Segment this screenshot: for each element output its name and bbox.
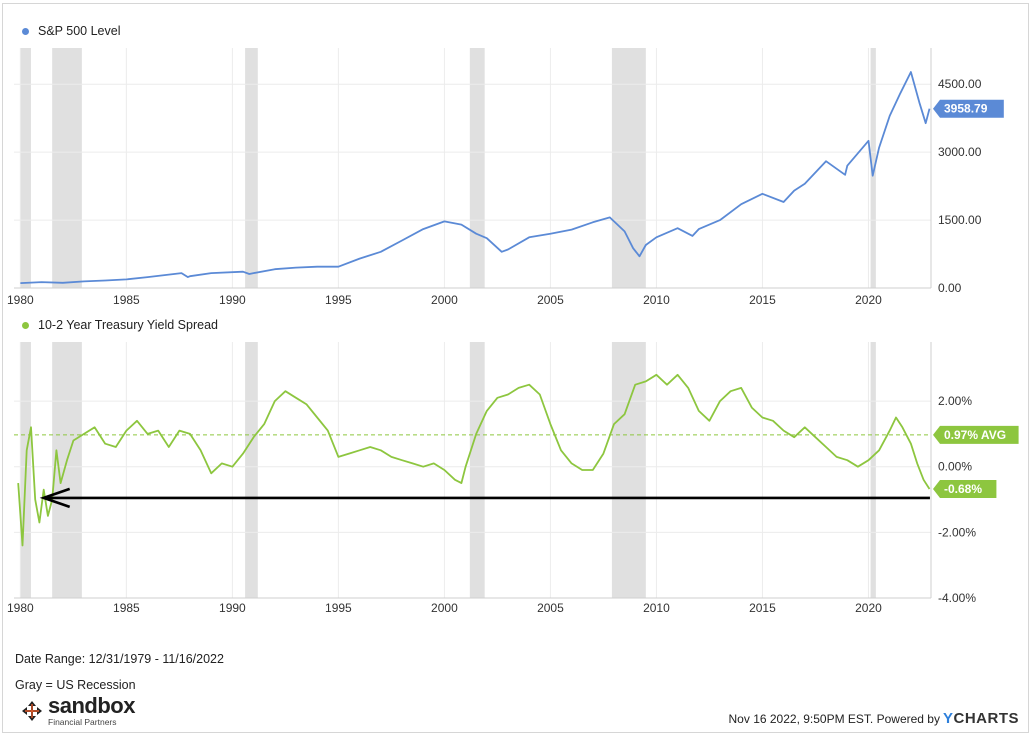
spread-x-tick-label: 2020: [855, 601, 882, 615]
spread-x-tick-label: 2005: [537, 601, 564, 615]
sp500-recession-band: [611, 48, 646, 288]
logo-name: sandbox: [48, 693, 135, 718]
sp500-y-tick-label: 4500.00: [938, 77, 982, 91]
logo-subtitle: Financial Partners: [48, 717, 117, 727]
legend-sp500-dot: [22, 27, 29, 35]
spread-x-tick-label: 1995: [325, 601, 352, 615]
sp500-x-tick-label: 2000: [431, 293, 458, 307]
annotation-arrow-head: [39, 487, 71, 509]
spread-x-tick-label: 1990: [219, 601, 246, 615]
spread-x-tick-label: 2000: [431, 601, 458, 615]
spread-recession-band: [870, 342, 876, 598]
sandbox-logo-icon: [22, 700, 42, 721]
recession-note: Gray = US Recession: [15, 678, 136, 692]
spread-recession-band: [245, 342, 258, 598]
spread-recession-band: [469, 342, 485, 598]
sp500-x-tick-label: 2010: [643, 293, 670, 307]
footer: Nov 16 2022, 9:50PM EST. Powered by YCHA…: [729, 710, 1019, 727]
spread-last-value-tag-label: -0.68%: [944, 482, 982, 496]
sp500-x-tick-label: 2015: [749, 293, 776, 307]
sp500-x-tick-label: 1995: [325, 293, 352, 307]
spread-last-value-tag-flag: [933, 480, 997, 499]
sp500-last-value-tag-flag: [933, 99, 1004, 118]
spread-x-tick-label: 2010: [643, 601, 670, 615]
sp500-recession-band: [870, 48, 876, 288]
spread-avg-tag-label: 0.97% AVG: [944, 428, 1006, 442]
date-range-note: Date Range: 12/31/1979 - 11/16/2022: [15, 652, 224, 666]
sandbox-logo: sandbox Financial Partners: [20, 695, 135, 727]
sp500-x-tick-label: 1990: [219, 293, 246, 307]
ycharts-logo[interactable]: YCHARTS: [943, 710, 1019, 727]
spread-y-tick-label: -4.00%: [938, 591, 976, 605]
spread-y-tick-label: -2.00%: [938, 525, 976, 539]
spread-x-tick-label: 2015: [749, 601, 776, 615]
spread-x-tick-label: 1985: [113, 601, 140, 615]
spread-recession-band: [611, 342, 646, 598]
sp500-recession-band: [245, 48, 258, 288]
spread-series-line: [17, 373, 931, 547]
sp500-x-tick-label: 1985: [113, 293, 140, 307]
sp500-recession-band: [20, 48, 31, 288]
sp500-y-tick-label: 3000.00: [938, 145, 982, 159]
spread-x-tick-label: 1980: [7, 601, 34, 615]
ycharts-logo-rest: CHARTS: [953, 710, 1019, 727]
footer-powered-by: Powered by: [876, 711, 940, 726]
sp500-last-value-tag-label: 3958.79: [944, 102, 988, 116]
legend-yield-spread-dot: [22, 321, 29, 329]
legend-yield-spread-label: 10-2 Year Treasury Yield Spread: [38, 318, 218, 332]
legend-yield-spread[interactable]: 10-2 Year Treasury Yield Spread: [22, 318, 218, 332]
sp500-series-line: [20, 71, 931, 284]
sp500-y-tick-label: 0.00: [938, 281, 962, 295]
chart-frame: [2, 3, 1029, 733]
spread-avg-tag-flag: [933, 425, 1019, 444]
sp500-y-tick-label: 1500.00: [938, 213, 982, 227]
legend-sp500[interactable]: S&P 500 Level: [22, 24, 120, 38]
spread-y-tick-label: 0.00%: [938, 460, 972, 474]
sp500-x-tick-label: 2020: [855, 293, 882, 307]
sp500-recession-band: [469, 48, 485, 288]
sp500-x-tick-label: 2005: [537, 293, 564, 307]
spread-y-tick-label: 2.00%: [938, 394, 972, 408]
spread-recession-band: [52, 342, 82, 598]
legend-sp500-label: S&P 500 Level: [38, 24, 121, 38]
sp500-recession-band: [52, 48, 82, 288]
ycharts-logo-y: Y: [942, 710, 954, 727]
sp500-x-tick-label: 1980: [7, 293, 34, 307]
footer-timestamp: Nov 16 2022, 9:50PM EST.: [728, 711, 874, 726]
